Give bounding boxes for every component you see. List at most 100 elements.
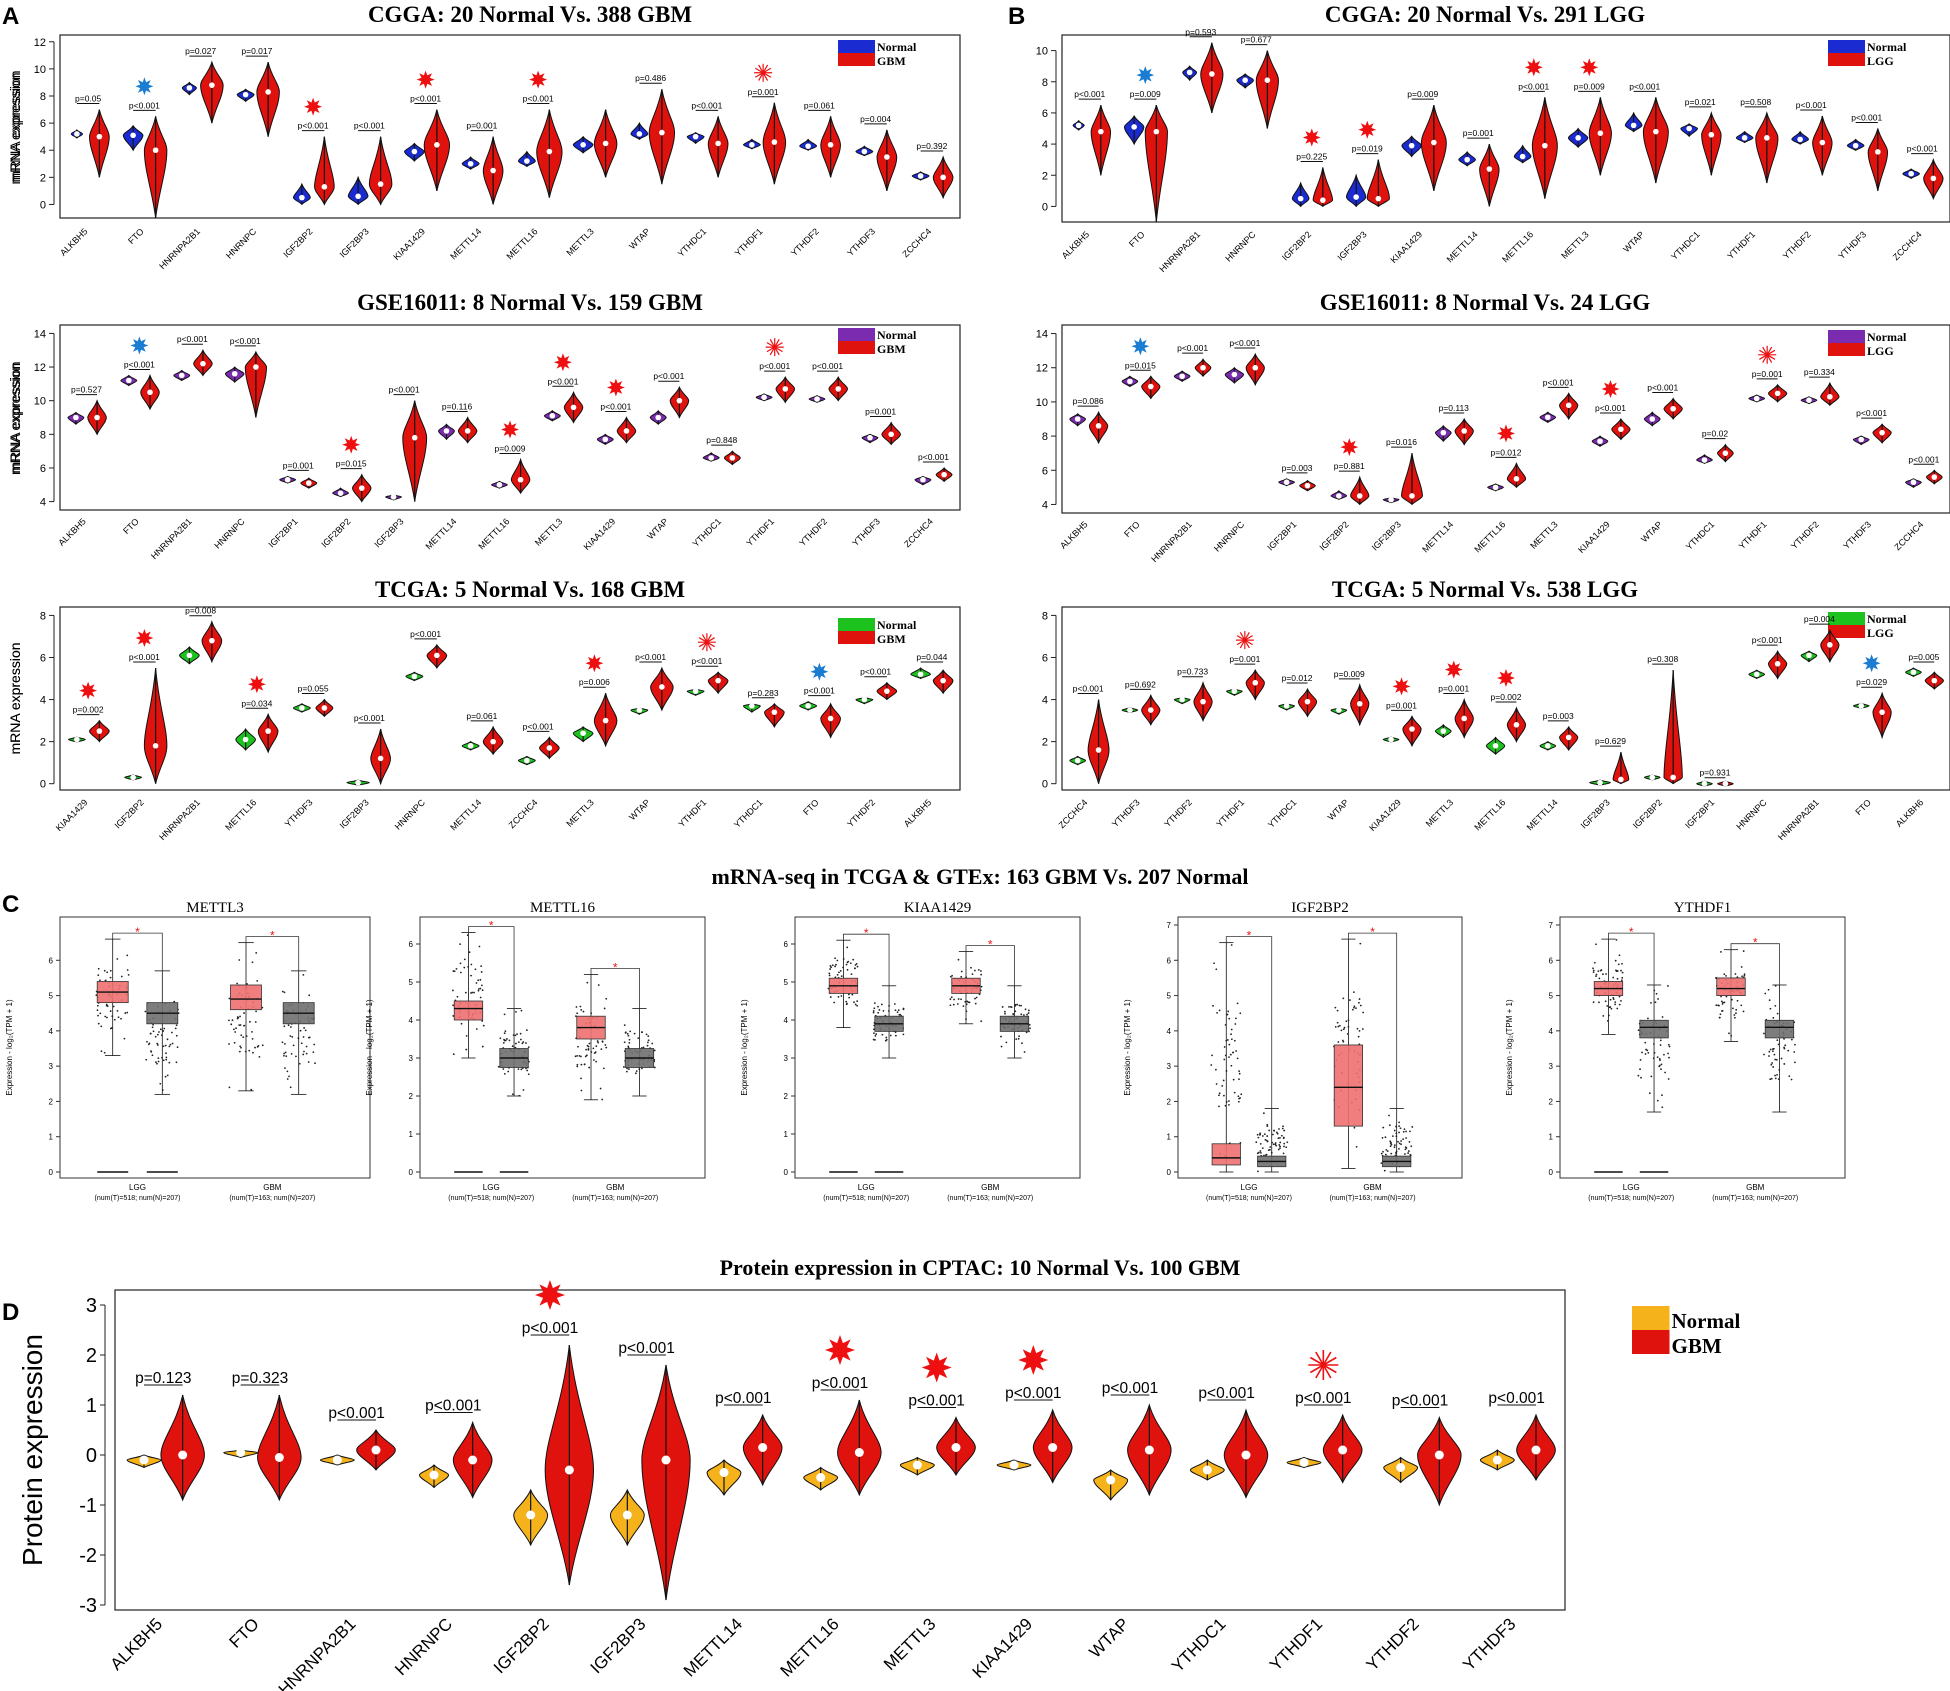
p-value-label: p=0.009 xyxy=(1407,89,1438,99)
jitter-point xyxy=(1282,1152,1285,1155)
violin-tumor-median-dot xyxy=(1827,393,1833,400)
violin-normal-median-dot xyxy=(390,494,397,500)
violin-tumor-median-dot xyxy=(1409,493,1415,499)
violin-tumor-median-dot xyxy=(570,404,577,411)
jitter-point xyxy=(239,1045,242,1048)
y-tick-label: 4 xyxy=(1549,1027,1554,1036)
p-value-label: p<0.001 xyxy=(124,359,155,369)
significance-star-icon xyxy=(1131,337,1150,356)
violin-tumor-median-dot xyxy=(1304,482,1311,489)
jitter-point xyxy=(980,970,982,972)
p-value-label: p<0.001 xyxy=(1229,338,1260,348)
plot-frame xyxy=(59,606,961,791)
jitter-point xyxy=(1741,975,1743,978)
x-tick-label: HNRNPC xyxy=(1223,229,1258,264)
subplot-frame xyxy=(419,916,706,1179)
x-tick-label: FTO xyxy=(801,797,821,817)
jitter-point xyxy=(452,970,455,972)
jitter-point xyxy=(1272,1143,1275,1146)
jitter-point xyxy=(1283,1142,1286,1145)
y-tick-label: 0 xyxy=(1167,1168,1172,1177)
jitter-point xyxy=(949,998,952,1001)
jitter-point xyxy=(980,985,983,988)
jitter-point xyxy=(851,993,854,996)
jitter-point xyxy=(1395,1135,1398,1138)
violin-tumor-median-dot xyxy=(96,728,103,734)
y-tick-label: 2 xyxy=(40,737,46,749)
jitter-point xyxy=(835,963,837,966)
significance-star-icon xyxy=(1136,66,1155,85)
sig-bracket: * xyxy=(1225,929,1273,1109)
jitter-point xyxy=(452,989,454,992)
jitter-point xyxy=(1777,1043,1780,1046)
jitter-point xyxy=(452,1015,455,1017)
x-tick-label: KIAA1429 xyxy=(582,516,618,552)
significance-star-icon xyxy=(1018,1345,1049,1375)
jitter-point xyxy=(1259,1150,1262,1152)
jitter-point xyxy=(1229,1053,1232,1056)
p-value-label: p<0.001 xyxy=(1908,454,1939,464)
violin-tumor-median-dot xyxy=(1618,776,1624,783)
jitter-point xyxy=(251,961,254,964)
p-value-label: p<0.001 xyxy=(1647,382,1678,392)
jitter-point xyxy=(978,993,981,996)
y-tick-label: 7 xyxy=(1167,921,1172,930)
jitter-point xyxy=(1279,1137,1281,1139)
jitter-point xyxy=(967,1001,970,1004)
jitter-point xyxy=(975,996,978,999)
jitter-point xyxy=(877,1011,880,1014)
jitter-point xyxy=(236,982,239,985)
jitter-point xyxy=(1388,1124,1391,1127)
jitter-point xyxy=(888,1004,890,1007)
p-value-label: p<0.001 xyxy=(1073,684,1104,694)
x-tick-label: YTHDF2 xyxy=(1363,1614,1423,1674)
jitter-point xyxy=(1404,1148,1407,1151)
box-gbm-n xyxy=(1380,1108,1414,1173)
jitter-point xyxy=(305,1052,308,1055)
x-tick-label: METTL3 xyxy=(1528,519,1559,550)
y-tick-label: 3 xyxy=(86,1295,97,1317)
violin-normal-median-dot xyxy=(1388,736,1394,743)
y-tick-label: 6 xyxy=(1167,956,1172,965)
jitter-point xyxy=(964,1000,967,1003)
x-tick-label: HNRNPA2B1 xyxy=(149,516,194,561)
x-tick-label: YTHDC1 xyxy=(732,797,765,830)
violin-tumor-median-dot xyxy=(659,684,665,690)
jitter-point xyxy=(1353,1006,1355,1009)
x-tick-label: WTAP xyxy=(1621,229,1646,254)
jitter-point xyxy=(623,1041,626,1044)
jitter-point xyxy=(1723,973,1726,976)
violin-normal-median-dot xyxy=(692,688,699,694)
asterisk-ray xyxy=(1759,349,1776,360)
y-tick-label: 8 xyxy=(1042,77,1048,89)
p-value-label: p=0.006 xyxy=(579,677,610,687)
y-tick-label: 0 xyxy=(1042,201,1048,213)
violin-normal-median-dot xyxy=(1353,194,1359,200)
box-iqr xyxy=(1211,1143,1241,1166)
violin-tumor-median-dot xyxy=(1722,780,1729,787)
jitter-point xyxy=(99,979,101,982)
jitter-point xyxy=(837,996,840,998)
asterisk-ray xyxy=(755,67,772,78)
significance-asterisk-icon xyxy=(765,338,784,357)
jitter-point xyxy=(520,1068,523,1071)
x-tick-label: YTHDF3 xyxy=(1841,519,1873,551)
jitter-point xyxy=(288,1075,290,1078)
jitter-point xyxy=(1659,1044,1662,1046)
violin-tumor-median-dot xyxy=(1264,77,1271,83)
jitter-point xyxy=(166,1038,169,1041)
jitter-point xyxy=(150,1050,153,1053)
jitter-point xyxy=(314,1062,316,1065)
jitter-point xyxy=(474,968,477,971)
jitter-point xyxy=(840,975,843,978)
jitter-point xyxy=(1230,1038,1233,1041)
box-iqr xyxy=(1639,1019,1669,1039)
jitter-point xyxy=(503,1032,506,1035)
violin-tumor-median-dot xyxy=(1144,1445,1154,1455)
y-tick-label: 10 xyxy=(34,396,46,408)
